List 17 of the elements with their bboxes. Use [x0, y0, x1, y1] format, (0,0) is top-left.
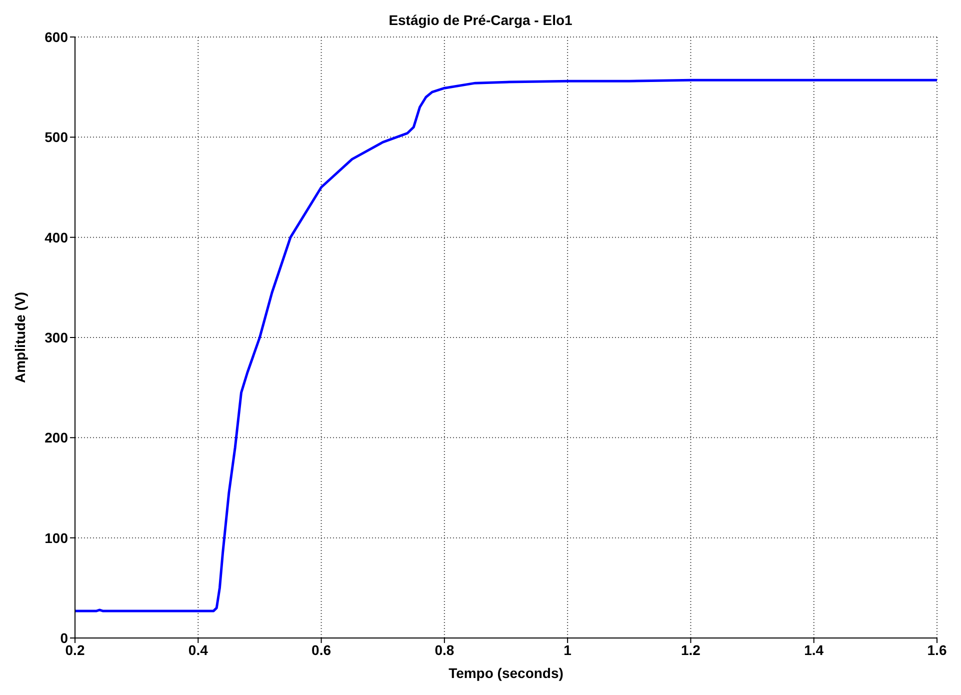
y-tick-label: 500 — [44, 129, 68, 146]
x-tick-label: 1 — [564, 642, 572, 658]
y-tick-label: 100 — [44, 530, 68, 546]
x-tick-label: 1.6 — [927, 642, 947, 658]
chart-title: Estágio de Pré-Carga - Elo1 — [388, 12, 574, 28]
y-axis-title: Amplitude (V) — [12, 292, 28, 383]
line-series — [75, 78, 937, 612]
x-axis-title: Tempo (seconds) — [448, 665, 564, 681]
y-tick-label: 300 — [44, 329, 68, 346]
x-tick-label: 1.2 — [680, 642, 701, 658]
x-tick-label: 1.4 — [804, 642, 824, 658]
x-tick-label: 0.6 — [312, 642, 332, 658]
x-tick-label: 0.4 — [188, 642, 208, 658]
y-tick-label: 600 — [44, 28, 68, 45]
y-tick-label: 200 — [44, 430, 68, 446]
y-tick-label: 400 — [44, 229, 68, 246]
x-tick-label: 0.8 — [434, 642, 454, 658]
